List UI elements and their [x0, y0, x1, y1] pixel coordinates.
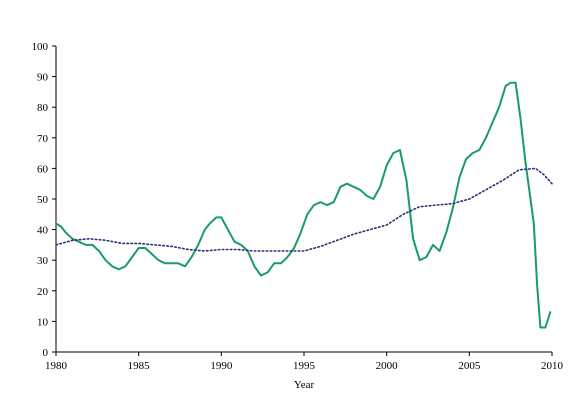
x-tick-label: 1980 — [45, 360, 68, 372]
x-tick-label: 2000 — [376, 360, 399, 372]
x-tick-label: 2010 — [541, 360, 564, 372]
y-tick-label: 10 — [37, 316, 49, 328]
axes — [52, 45, 553, 356]
x-tick-label: 2005 — [458, 360, 481, 372]
y-tick-label: 0 — [43, 347, 49, 359]
y-tick-label: 90 — [37, 72, 49, 84]
x-tick-label: 1985 — [128, 360, 151, 372]
x-axis-title: Year — [294, 379, 315, 391]
y-tick-label: 70 — [37, 133, 49, 145]
series-group — [55, 81, 553, 329]
x-tick-label: 1995 — [293, 360, 316, 372]
series-line-dotted — [55, 167, 553, 252]
y-tick-label: 60 — [37, 163, 49, 175]
tick-labels: 0 10 20 30 40 50 60 70 80 90 100 1980 1985 1990 1995 20… — [32, 41, 564, 372]
y-tick-label: 80 — [37, 102, 49, 114]
series-line-solid — [55, 81, 552, 329]
y-tick-label: 100 — [32, 41, 49, 53]
y-tick-label: 50 — [37, 194, 49, 206]
y-tick-label: 20 — [37, 286, 49, 298]
y-tick-label: 30 — [37, 255, 49, 267]
x-tick-label: 1990 — [210, 360, 233, 372]
y-tick-label: 40 — [37, 225, 49, 237]
